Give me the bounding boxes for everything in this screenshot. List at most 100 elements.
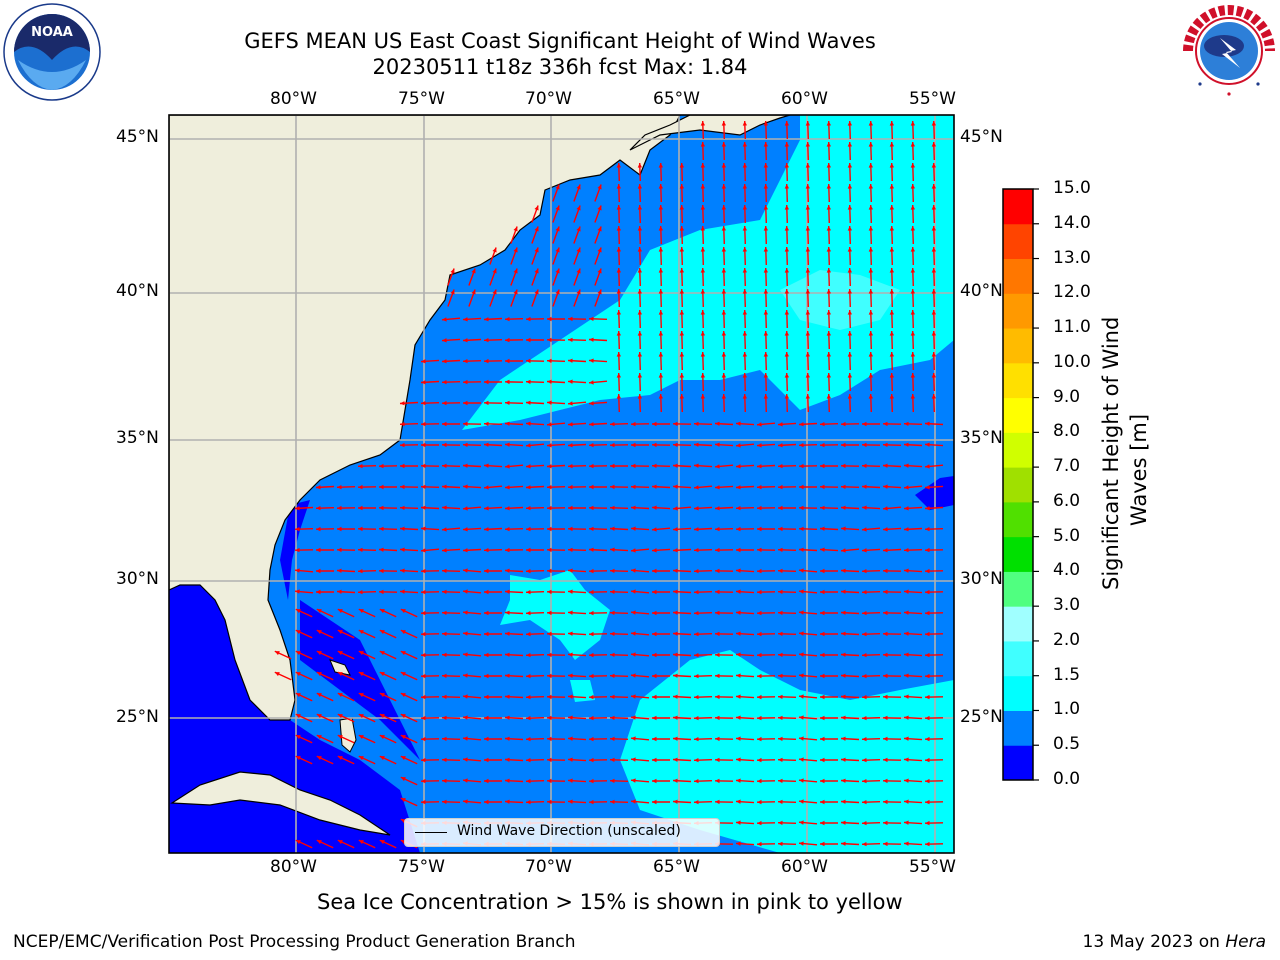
wind-wave-arrow-head <box>679 268 684 273</box>
wind-wave-arrow-head <box>694 421 699 426</box>
wind-wave-arrow-head <box>337 568 342 573</box>
wind-wave-arrow-head <box>637 226 642 231</box>
wind-wave-arrow-head <box>799 673 804 678</box>
wind-wave-arrow-head <box>652 505 657 510</box>
colorbar-segment <box>1003 571 1033 607</box>
wind-wave-arrow-head <box>547 589 552 595</box>
wind-wave-arrow-head <box>805 247 810 252</box>
wind-wave-arrow-head <box>883 652 888 658</box>
wind-wave-arrow-head <box>841 568 846 573</box>
wind-wave-arrow-head <box>589 610 594 616</box>
wind-wave-arrow-head <box>358 547 363 552</box>
wind-wave-arrow-head <box>763 226 768 231</box>
wind-wave-arrow-head <box>421 442 426 448</box>
wind-wave-arrow-head <box>673 673 678 678</box>
wind-wave-arrow-head <box>484 358 489 364</box>
wind-wave-arrow-head <box>826 163 831 168</box>
wind-wave-arrow-head <box>847 142 852 147</box>
wind-wave-arrow-head <box>820 505 825 510</box>
wind-wave-arrow-head <box>784 331 789 336</box>
colorbar-tick-label: 0.0 <box>1053 769 1081 789</box>
wind-wave-arrow-head <box>673 736 678 741</box>
wind-wave-arrow-head <box>568 694 573 699</box>
footer-date: 13 May 2023 on Hera <box>1083 932 1267 952</box>
wind-wave-arrow-head <box>925 652 930 658</box>
wind-wave-arrow-head <box>847 163 852 168</box>
wind-wave-arrow-head <box>492 289 497 295</box>
colorbar <box>1002 188 1039 781</box>
wind-wave-arrow-head <box>505 317 510 322</box>
wind-wave-arrow-head <box>568 316 573 322</box>
wind-wave-arrow-head <box>610 778 615 783</box>
wind-wave-arrow-head <box>904 631 909 636</box>
wind-wave-arrow-head <box>889 184 894 189</box>
wind-wave-arrow-head <box>694 674 699 679</box>
wind-wave-arrow-head <box>379 651 385 656</box>
wind-wave-arrow-head <box>826 184 831 189</box>
wind-wave-arrow-head <box>637 163 642 168</box>
wind-wave-arrow-head <box>820 526 825 531</box>
wind-wave-arrow-head <box>805 121 810 126</box>
wind-wave-arrow-head <box>805 205 810 210</box>
wind-wave-arrow-head <box>820 694 825 700</box>
wind-wave-arrow-head <box>652 463 657 468</box>
wind-wave-arrow-head <box>637 331 642 336</box>
wind-wave-arrow-head <box>616 247 621 252</box>
lat-tick-right-30n: 30°N <box>960 569 1003 589</box>
wind-wave-arrow-head <box>799 631 804 636</box>
high-wave-region-north <box>462 115 954 430</box>
wind-wave-arrow-head <box>526 337 531 343</box>
wind-wave-arrow-head <box>337 630 343 635</box>
wind-wave-arrow-head <box>841 610 846 615</box>
colorbar-tick-label: 12.0 <box>1053 282 1091 303</box>
wind-wave-arrow-head <box>673 548 678 553</box>
wind-wave-arrow-head <box>778 589 783 594</box>
wind-wave-arrow-head <box>492 247 497 253</box>
wind-wave-arrow-head <box>610 652 615 657</box>
wind-wave-arrow-head <box>631 421 636 427</box>
wind-wave-arrow-head <box>316 840 322 845</box>
wind-wave-arrow-head <box>736 694 741 699</box>
wind-wave-arrow-head <box>400 463 405 469</box>
colorbar-segment <box>1003 362 1033 399</box>
wind-wave-arrow-head <box>484 673 489 679</box>
lon-tick-top-70w: 70°W <box>525 89 572 109</box>
wind-wave-arrow-head <box>442 380 447 385</box>
wind-wave-arrow-head <box>868 373 873 378</box>
colorbar-tick-label: 8.0 <box>1053 421 1081 442</box>
wind-wave-arrow-head <box>700 331 705 336</box>
colorbar-segment <box>1003 675 1033 711</box>
wind-wave-arrow-head <box>862 695 867 700</box>
wind-wave-arrow-head <box>862 674 867 679</box>
wind-wave-arrow-head <box>484 506 489 511</box>
wind-wave-arrow-head <box>925 568 930 574</box>
wind-wave-arrow-head <box>526 695 531 700</box>
wind-wave-arrow-head <box>694 463 699 468</box>
wind-wave-arrow-head <box>721 352 726 357</box>
wind-wave-arrow-head <box>736 589 741 594</box>
wind-wave-arrow-head <box>442 463 447 468</box>
wind-wave-arrow-head <box>547 379 552 384</box>
wind-wave-arrow-head <box>763 121 768 126</box>
wind-wave-arrow-head <box>534 226 539 232</box>
wind-wave-arrow-head <box>673 442 678 447</box>
wind-wave-arrow-head <box>442 317 447 322</box>
nws-logo <box>1182 4 1276 98</box>
wind-wave-arrow-head <box>841 526 846 531</box>
wind-wave-arrow-head <box>889 121 894 126</box>
wind-wave-arrow-head <box>820 631 825 637</box>
wind-wave-arrow-head <box>379 505 384 511</box>
wind-wave-arrow-head <box>471 289 476 295</box>
wind-wave-arrow-head <box>763 394 768 399</box>
wind-wave-arrow-head <box>757 715 762 721</box>
wind-wave-arrow-head <box>484 338 489 343</box>
wind-wave-arrow-head <box>597 226 602 232</box>
wind-wave-arrow-head <box>358 735 364 740</box>
wind-wave-arrow-head <box>526 569 531 574</box>
wind-wave-arrow-head <box>826 142 831 147</box>
wind-wave-arrow-head <box>742 268 747 273</box>
wind-wave-arrow-head <box>400 735 406 740</box>
wind-wave-arrow-head <box>337 672 343 677</box>
wind-wave-arrow-head <box>910 184 915 189</box>
wind-wave-arrow-head <box>757 694 762 700</box>
